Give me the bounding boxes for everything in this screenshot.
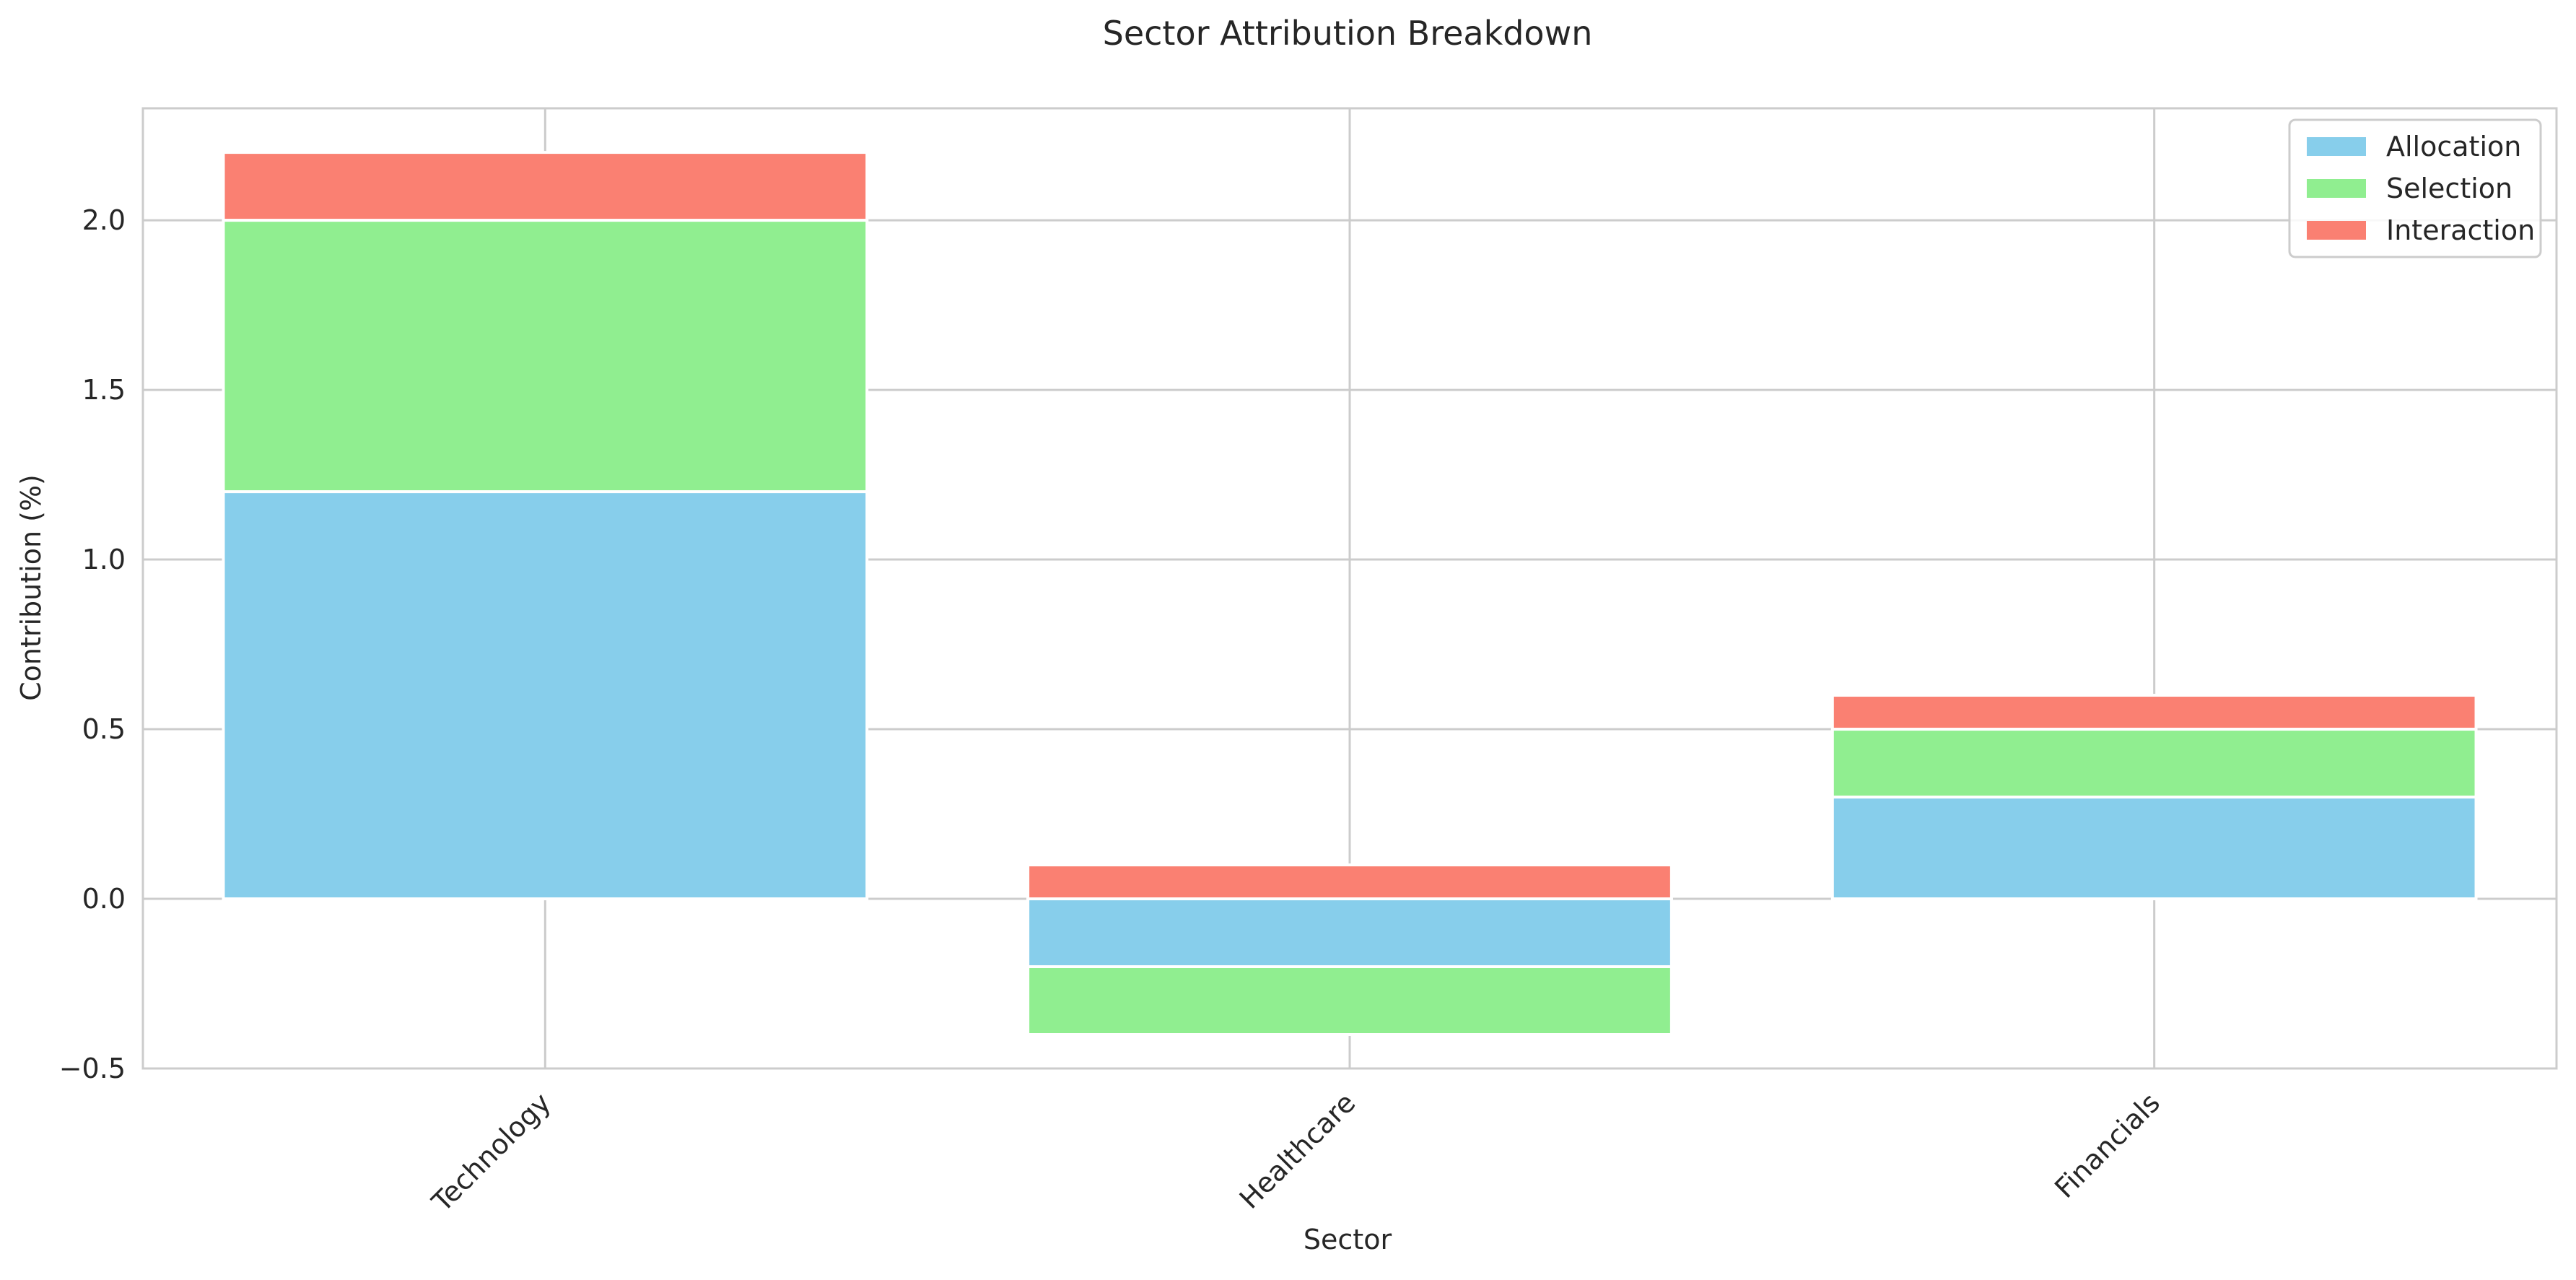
bar-interaction-healthcare [1026, 863, 1673, 901]
bars-layer [222, 151, 2478, 1037]
bar-selection-financials [1830, 728, 2478, 799]
chart-title: Sector Attribution Breakdown [1103, 14, 1593, 53]
plot-frame [141, 107, 2558, 1070]
bar-interaction-financials [1830, 694, 2478, 731]
legend: Allocation Selection Interaction [2288, 118, 2542, 258]
bar-selection-healthcare [1026, 965, 1673, 1037]
legend-swatch-allocation [2307, 137, 2366, 156]
legend-swatch-interaction [2307, 221, 2366, 240]
y-tick-label: 1.5 [82, 374, 126, 406]
y-axis-label: Contribution (%) [15, 474, 47, 701]
y-tick-label: 0.5 [82, 713, 126, 745]
legend-label-selection: Selection [2386, 173, 2512, 204]
y-tick-label: 1.0 [82, 544, 126, 575]
y-tick-label: −0.5 [59, 1053, 126, 1084]
legend-swatch-selection [2307, 179, 2366, 198]
bar-allocation-technology [222, 490, 869, 901]
bar-selection-technology [222, 219, 869, 494]
bar-allocation-financials [1830, 796, 2478, 901]
bar-interaction-technology [222, 151, 869, 222]
bar-allocation-healthcare [1026, 897, 1673, 969]
x-axis-label: Sector [1304, 1224, 1392, 1255]
y-tick-label: 2.0 [82, 204, 126, 236]
frame-layer [141, 107, 2558, 1070]
legend-label-allocation: Allocation [2386, 131, 2521, 162]
y-tick-label: 0.0 [82, 883, 126, 915]
legend-label-interaction: Interaction [2386, 214, 2535, 246]
